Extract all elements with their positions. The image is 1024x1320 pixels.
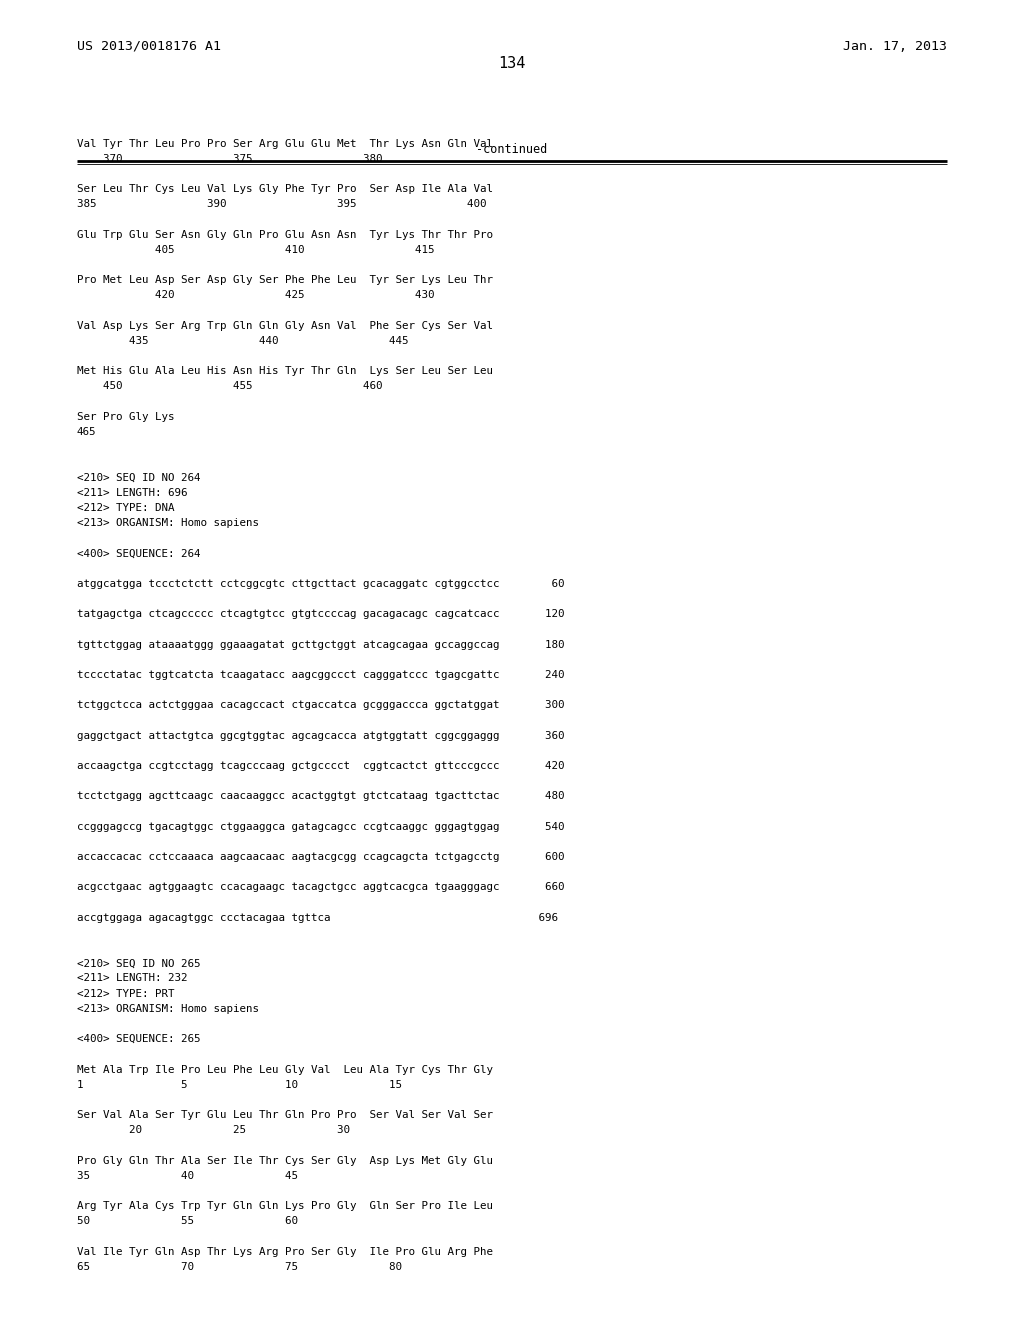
Text: Ser Pro Gly Lys: Ser Pro Gly Lys [77, 412, 174, 422]
Text: 385                 390                 395                 400: 385 390 395 400 [77, 199, 486, 210]
Text: 35              40              45: 35 40 45 [77, 1171, 298, 1181]
Text: ccgggagccg tgacagtggc ctggaaggca gatagcagcc ccgtcaaggc gggagtggag       540: ccgggagccg tgacagtggc ctggaaggca gatagca… [77, 821, 564, 832]
Text: <213> ORGANISM: Homo sapiens: <213> ORGANISM: Homo sapiens [77, 1003, 259, 1014]
Text: 134: 134 [499, 55, 525, 71]
Text: 405                 410                 415: 405 410 415 [77, 244, 434, 255]
Text: 450                 455                 460: 450 455 460 [77, 381, 382, 392]
Text: <211> LENGTH: 232: <211> LENGTH: 232 [77, 973, 187, 983]
Text: 1               5               10              15: 1 5 10 15 [77, 1080, 401, 1090]
Text: <212> TYPE: PRT: <212> TYPE: PRT [77, 989, 174, 999]
Text: tcctctgagg agcttcaagc caacaaggcc acactggtgt gtctcataag tgacttctac       480: tcctctgagg agcttcaagc caacaaggcc acactgg… [77, 791, 564, 801]
Text: <210> SEQ ID NO 265: <210> SEQ ID NO 265 [77, 958, 201, 969]
Text: accaccacac cctccaaaca aagcaacaac aagtacgcgg ccagcagcta tctgagcctg       600: accaccacac cctccaaaca aagcaacaac aagtacg… [77, 851, 564, 862]
Text: tcccctatac tggtcatcta tcaagatacc aagcggccct cagggatccc tgagcgattc       240: tcccctatac tggtcatcta tcaagatacc aagcggc… [77, 669, 564, 680]
Text: <210> SEQ ID NO 264: <210> SEQ ID NO 264 [77, 473, 201, 483]
Text: acgcctgaac agtggaagtc ccacagaagc tacagctgcc aggtcacgca tgaagggagc       660: acgcctgaac agtggaagtc ccacagaagc tacagct… [77, 882, 564, 892]
Text: Pro Met Leu Asp Ser Asp Gly Ser Phe Phe Leu  Tyr Ser Lys Leu Thr: Pro Met Leu Asp Ser Asp Gly Ser Phe Phe … [77, 275, 493, 285]
Text: Met Ala Trp Ile Pro Leu Phe Leu Gly Val  Leu Ala Tyr Cys Thr Gly: Met Ala Trp Ile Pro Leu Phe Leu Gly Val … [77, 1064, 493, 1074]
Text: Ser Val Ala Ser Tyr Glu Leu Thr Gln Pro Pro  Ser Val Ser Val Ser: Ser Val Ala Ser Tyr Glu Leu Thr Gln Pro … [77, 1110, 493, 1121]
Text: Val Asp Lys Ser Arg Trp Gln Gln Gly Asn Val  Phe Ser Cys Ser Val: Val Asp Lys Ser Arg Trp Gln Gln Gly Asn … [77, 321, 493, 331]
Text: Pro Gly Gln Thr Ala Ser Ile Thr Cys Ser Gly  Asp Lys Met Gly Glu: Pro Gly Gln Thr Ala Ser Ile Thr Cys Ser … [77, 1155, 493, 1166]
Text: Val Tyr Thr Leu Pro Pro Ser Arg Glu Glu Met  Thr Lys Asn Gln Val: Val Tyr Thr Leu Pro Pro Ser Arg Glu Glu … [77, 139, 493, 149]
Text: atggcatgga tccctctctt cctcggcgtc cttgcttact gcacaggatc cgtggcctcc        60: atggcatgga tccctctctt cctcggcgtc cttgctt… [77, 578, 564, 589]
Text: US 2013/0018176 A1: US 2013/0018176 A1 [77, 40, 221, 53]
Text: <213> ORGANISM: Homo sapiens: <213> ORGANISM: Homo sapiens [77, 517, 259, 528]
Text: Val Ile Tyr Gln Asp Thr Lys Arg Pro Ser Gly  Ile Pro Glu Arg Phe: Val Ile Tyr Gln Asp Thr Lys Arg Pro Ser … [77, 1246, 493, 1257]
Text: <212> TYPE: DNA: <212> TYPE: DNA [77, 503, 174, 513]
Text: Ser Leu Thr Cys Leu Val Lys Gly Phe Tyr Pro  Ser Asp Ile Ala Val: Ser Leu Thr Cys Leu Val Lys Gly Phe Tyr … [77, 183, 493, 194]
Text: Arg Tyr Ala Cys Trp Tyr Gln Gln Lys Pro Gly  Gln Ser Pro Ile Leu: Arg Tyr Ala Cys Trp Tyr Gln Gln Lys Pro … [77, 1201, 493, 1212]
Text: 435                 440                 445: 435 440 445 [77, 335, 409, 346]
Text: 370                 375                 380: 370 375 380 [77, 153, 382, 164]
Text: <400> SEQUENCE: 264: <400> SEQUENCE: 264 [77, 548, 201, 558]
Text: 50              55              60: 50 55 60 [77, 1216, 298, 1226]
Text: 465: 465 [77, 426, 96, 437]
Text: 20              25              30: 20 25 30 [77, 1125, 350, 1135]
Text: -continued: -continued [476, 143, 548, 156]
Text: Jan. 17, 2013: Jan. 17, 2013 [843, 40, 947, 53]
Text: accaagctga ccgtcctagg tcagcccaag gctgcccct  cggtcactct gttcccgccc       420: accaagctga ccgtcctagg tcagcccaag gctgccc… [77, 760, 564, 771]
Text: tgttctggag ataaaatggg ggaaagatat gcttgctggt atcagcagaa gccaggccag       180: tgttctggag ataaaatggg ggaaagatat gcttgct… [77, 639, 564, 649]
Text: <400> SEQUENCE: 265: <400> SEQUENCE: 265 [77, 1034, 201, 1044]
Text: Met His Glu Ala Leu His Asn His Tyr Thr Gln  Lys Ser Leu Ser Leu: Met His Glu Ala Leu His Asn His Tyr Thr … [77, 366, 493, 376]
Text: Glu Trp Glu Ser Asn Gly Gln Pro Glu Asn Asn  Tyr Lys Thr Thr Pro: Glu Trp Glu Ser Asn Gly Gln Pro Glu Asn … [77, 230, 493, 240]
Text: 65              70              75              80: 65 70 75 80 [77, 1262, 401, 1272]
Text: <211> LENGTH: 696: <211> LENGTH: 696 [77, 487, 187, 498]
Text: accgtggaga agacagtggc ccctacagaa tgttca                                696: accgtggaga agacagtggc ccctacagaa tgttca … [77, 912, 558, 923]
Text: tctggctcca actctgggaa cacagccact ctgaccatca gcgggaccca ggctatggat       300: tctggctcca actctgggaa cacagccact ctgacca… [77, 700, 564, 710]
Text: gaggctgact attactgtca ggcgtggtac agcagcacca atgtggtatt cggcggaggg       360: gaggctgact attactgtca ggcgtggtac agcagca… [77, 730, 564, 741]
Text: tatgagctga ctcagccccc ctcagtgtcc gtgtccccag gacagacagc cagcatcacc       120: tatgagctga ctcagccccc ctcagtgtcc gtgtccc… [77, 609, 564, 619]
Text: 420                 425                 430: 420 425 430 [77, 290, 434, 301]
